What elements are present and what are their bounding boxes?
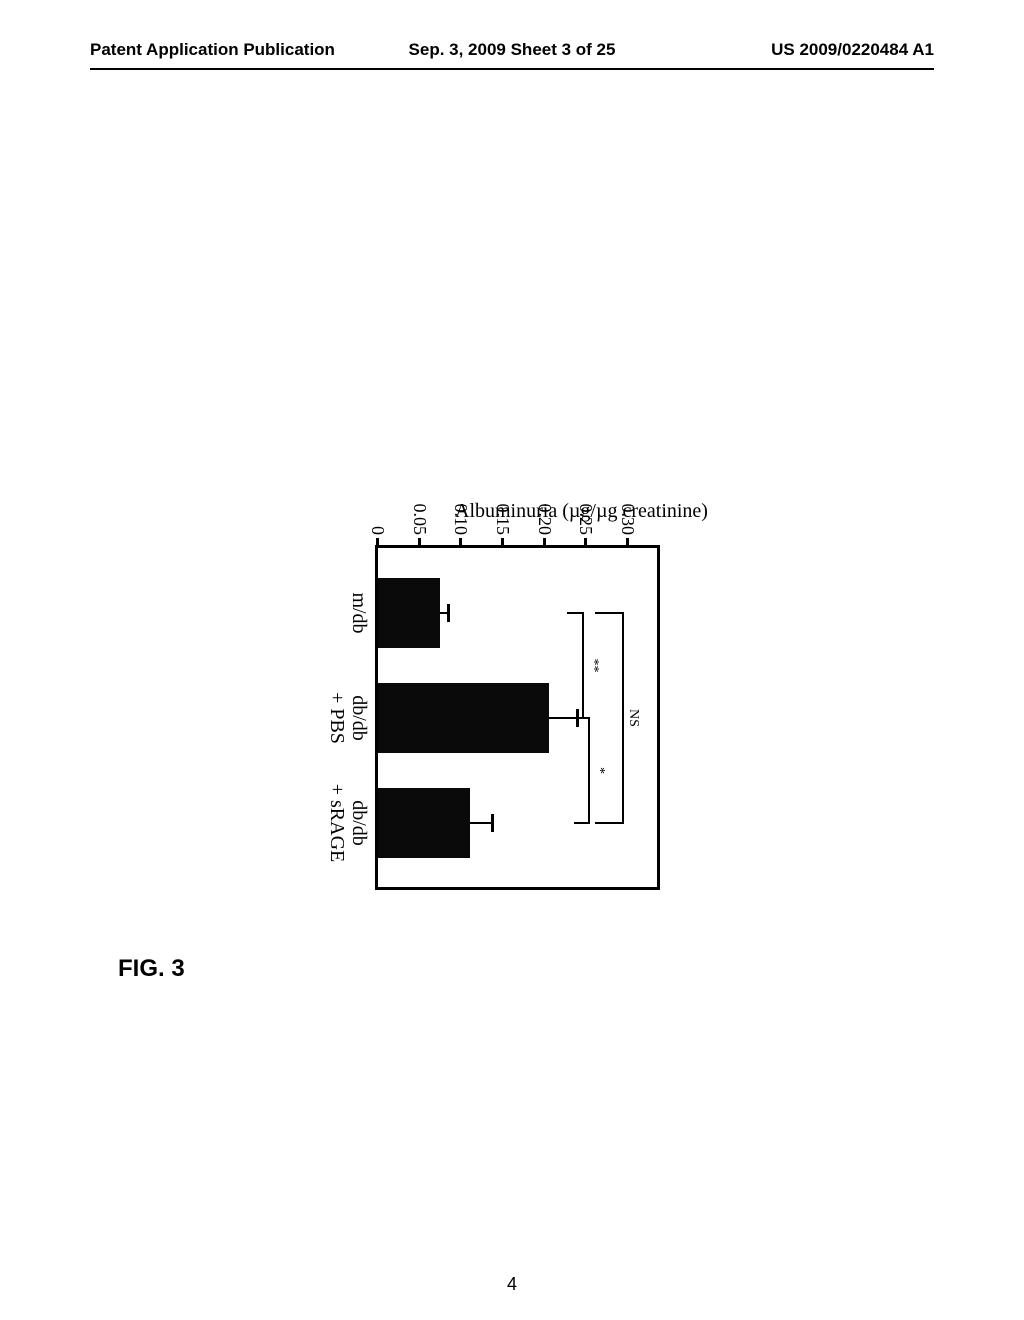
- figure-label: FIG. 3: [118, 955, 185, 983]
- sig-bracket: [622, 613, 624, 823]
- sig-text: NS: [625, 709, 641, 727]
- y-tick: [626, 538, 629, 548]
- x-label: db/db+ sRAGE: [326, 784, 378, 863]
- y-tick-label: 0.25: [575, 490, 596, 535]
- y-tick: [418, 538, 421, 548]
- page-number: 4: [507, 1274, 517, 1295]
- y-tick-label: 0.15: [492, 490, 513, 535]
- sig-bracket-drop: [574, 717, 591, 719]
- y-tick-label: 0.05: [409, 490, 430, 535]
- y-tick-label: 0: [367, 490, 388, 535]
- error-bar: [470, 822, 493, 824]
- y-tick: [376, 538, 379, 548]
- y-tick: [543, 538, 546, 548]
- sig-bracket: [582, 613, 584, 718]
- header-rule: [90, 68, 934, 70]
- error-cap: [447, 604, 450, 622]
- error-cap: [491, 814, 494, 832]
- y-tick: [584, 538, 587, 548]
- sig-text: **: [585, 659, 601, 673]
- y-tick: [459, 538, 462, 548]
- figure-block: Albuminuria (µg/µg creatinine) 00.050.10…: [375, 545, 660, 890]
- y-tick: [501, 538, 504, 548]
- sig-bracket-drop: [595, 822, 624, 824]
- bar-chart: 00.050.100.150.200.250.30m/dbdb/db+ PBSd…: [375, 545, 660, 890]
- x-label: m/db: [348, 592, 378, 633]
- header-left: Patent Application Publication: [90, 40, 335, 60]
- sig-bracket-drop: [567, 612, 584, 614]
- page-header: Patent Application Publication Sep. 3, 2…: [0, 40, 1024, 60]
- bar-db-db-pbs: [378, 683, 549, 753]
- sig-bracket: [589, 718, 591, 823]
- y-tick-label: 0.30: [617, 490, 638, 535]
- bar-m-db: [378, 578, 441, 648]
- y-tick-label: 0.10: [450, 490, 471, 535]
- header-right: US 2009/0220484 A1: [771, 40, 934, 60]
- bar-db-db-srage: [378, 788, 470, 858]
- x-label: db/db+ PBS: [326, 692, 378, 744]
- sig-bracket-drop: [574, 822, 591, 824]
- sig-text: *: [592, 767, 608, 774]
- header-center: Sep. 3, 2009 Sheet 3 of 25: [409, 40, 616, 60]
- y-tick-label: 0.20: [534, 490, 555, 535]
- sig-bracket-drop: [595, 612, 624, 614]
